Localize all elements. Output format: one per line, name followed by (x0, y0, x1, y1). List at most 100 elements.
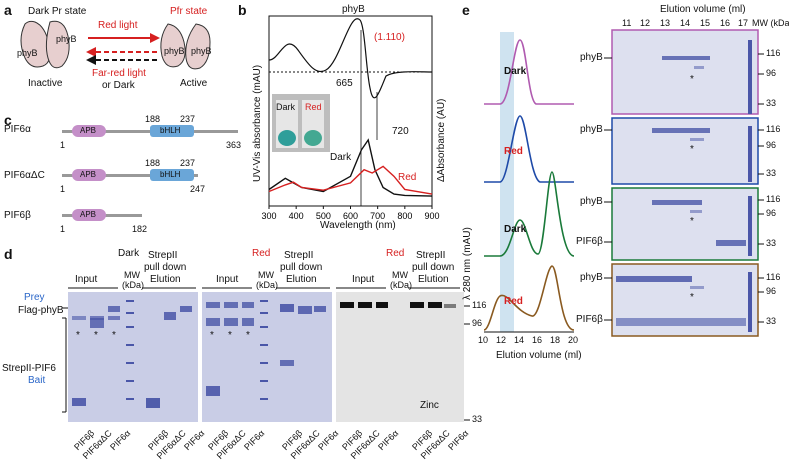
gel-col-label: 15 (700, 18, 711, 28)
active-phyb-label-2: phyB (191, 46, 212, 56)
prey-label: Prey (24, 292, 45, 303)
dark-pr-state-label: Dark Pr state (28, 6, 87, 17)
active-label: Active (180, 78, 208, 89)
sec-trace-red-phyb (484, 115, 574, 183)
star-marker: * (690, 216, 694, 227)
phyb-row-label: phyB (580, 124, 603, 135)
panel-c-letter: c (4, 112, 12, 128)
elution-header: Elution (286, 274, 317, 285)
input-header: Input (352, 274, 375, 285)
inset-red-label: Red (305, 102, 322, 112)
pos-end: 182 (132, 224, 148, 234)
star-marker: * (94, 330, 98, 341)
x-tick-label: 700 (370, 211, 385, 221)
mw-header: MW (392, 270, 408, 280)
star-marker: * (690, 144, 694, 155)
pulldown-header: pull down (144, 262, 187, 273)
apb-domain (72, 209, 106, 221)
red-header: Red (252, 248, 271, 259)
sec-trace-red-complex (483, 265, 575, 331)
star-marker: * (112, 330, 116, 341)
pos-237: 237 (180, 158, 196, 168)
kda-header: (kDa) (390, 280, 412, 290)
gel-col-label: 17 (738, 18, 749, 28)
mw-header: MW (124, 270, 140, 280)
star-marker: * (690, 292, 694, 303)
star-marker: * (228, 330, 232, 341)
sec-xtick: 16 (532, 335, 543, 345)
or-dark-label: or Dark (102, 80, 135, 91)
apb-label: APB (80, 170, 97, 179)
inactive-dimer-shape (20, 20, 70, 69)
apb-domain (72, 125, 106, 137)
bhlh-domain (150, 169, 194, 181)
dark-header: Dark (118, 248, 140, 259)
panel-a-schematic (20, 20, 211, 70)
sec-xtick: 18 (550, 335, 561, 345)
mw-96: 96 (766, 208, 777, 218)
input-header: Input (216, 274, 239, 285)
pos-start: 1 (60, 224, 66, 234)
x-axis-label: Wavelength (nm) (320, 220, 396, 231)
star-marker: * (76, 330, 80, 341)
sec-gel-1 (611, 29, 759, 115)
sec-trace-dark-complex (484, 171, 575, 257)
pfr-state-label: Pfr state (170, 6, 208, 17)
x-tick-label: 300 (261, 211, 276, 221)
apb-label: APB (80, 210, 97, 219)
gel-zinc (336, 292, 464, 422)
zinc-label: Zinc (420, 400, 439, 411)
chart-title: phyB (342, 4, 365, 15)
gel-col-label: 13 (660, 18, 671, 28)
phyb-row-label: phyB (580, 196, 603, 207)
panel-c-domains (62, 125, 238, 221)
panel-a-letter: a (4, 2, 12, 18)
ratio-annotation: (1.110) (374, 32, 405, 43)
gel-col-label: 16 (720, 18, 731, 28)
mw-33: 33 (472, 414, 483, 424)
active-dimer-shape (160, 23, 211, 70)
inactive-phyb-label-2: phyB (17, 48, 38, 58)
kda-header: (kDa) (122, 280, 144, 290)
trace-label-red: Red (504, 146, 523, 157)
pif6b-row-label: PIF6β (576, 236, 603, 247)
x-tick-label: 600 (343, 211, 358, 221)
star-marker: * (210, 330, 214, 341)
sec-xtick: 14 (514, 335, 525, 345)
pulldown-header: pull down (280, 262, 323, 273)
trace-label-dark: Dark (504, 66, 527, 77)
mw-96: 96 (472, 318, 483, 328)
strep-header: StrepII (284, 250, 314, 261)
bhlh-label: bHLH (160, 126, 181, 135)
mw-header: MW (258, 270, 274, 280)
pulldown-header: pull down (412, 262, 455, 273)
pif6b-row-label: PIF6β (576, 314, 603, 325)
mw-116: 116 (766, 48, 781, 58)
sec-xlabel: Elution volume (ml) (496, 350, 582, 361)
mw-116: 116 (766, 272, 781, 282)
trace-label-red: Red (504, 296, 523, 307)
mw-116: 116 (766, 124, 781, 134)
far-red-label: Far-red light (92, 68, 146, 79)
x-tick-label: 800 (397, 211, 412, 221)
phyb-row-label: phyB (580, 272, 603, 283)
gel-col-label: 12 (640, 18, 651, 28)
mw-33: 33 (766, 168, 777, 178)
bait-label-2: Bait (28, 375, 46, 386)
inactive-phyb-label: phyB (56, 34, 77, 44)
mw-kda-header: MW (kDa) (752, 18, 789, 28)
active-phyb-label: phyB (164, 46, 185, 56)
red-light-label: Red light (98, 20, 138, 31)
inset-dark-label: Dark (276, 102, 296, 112)
elution-header: Elution (150, 274, 181, 285)
mw-96: 96 (766, 286, 777, 296)
mw-116: 116 (472, 300, 487, 310)
x-tick-label: 400 (289, 211, 304, 221)
panel-d-letter: d (4, 246, 13, 262)
legend-dark: Dark (330, 152, 352, 163)
sec-xtick: 12 (496, 335, 507, 345)
mw-96: 96 (766, 68, 777, 78)
